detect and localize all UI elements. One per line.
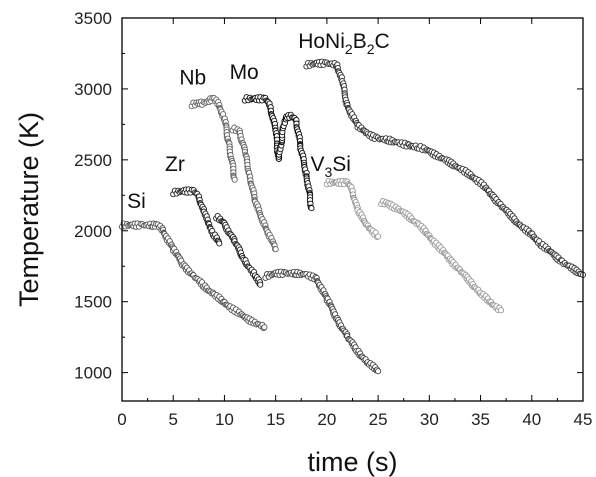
y-tick-label: 1500 bbox=[74, 293, 112, 312]
label-si: Si bbox=[127, 190, 146, 213]
label-honi2b2c: HoNi2B2C bbox=[298, 30, 389, 57]
x-tick-label: 30 bbox=[420, 410, 439, 429]
x-tick-label: 45 bbox=[574, 410, 593, 429]
y-tick-label: 1000 bbox=[74, 364, 112, 383]
label-part: B bbox=[353, 30, 367, 53]
series-3 bbox=[213, 212, 264, 288]
x-axis-ticks: 0 5 10 15 20 25 30 35 40 45 bbox=[117, 18, 592, 429]
series-8 bbox=[378, 198, 505, 314]
label-part: Zr bbox=[165, 153, 185, 176]
label-part: V bbox=[310, 153, 324, 176]
y-axis-ticks: 1000 1500 2000 2500 3000 3500 bbox=[74, 9, 583, 383]
series-7 bbox=[323, 177, 382, 241]
data-point bbox=[261, 324, 268, 331]
label-nb: Nb bbox=[179, 67, 206, 90]
data-point bbox=[257, 281, 264, 288]
series-0 bbox=[118, 220, 268, 332]
label-zr: Zr bbox=[165, 153, 185, 176]
data-marks bbox=[118, 58, 587, 375]
series-6 bbox=[241, 94, 315, 212]
series-2 bbox=[170, 186, 223, 247]
series-1 bbox=[262, 268, 382, 375]
series-5 bbox=[229, 124, 279, 253]
x-tick-label: 20 bbox=[317, 410, 336, 429]
y-tick-label: 2000 bbox=[74, 222, 112, 241]
label-part: Nb bbox=[179, 67, 206, 90]
data-point bbox=[216, 240, 223, 247]
label-part: 2 bbox=[345, 41, 353, 57]
x-tick-label: 15 bbox=[266, 410, 285, 429]
data-point bbox=[231, 176, 238, 183]
y-tick-label: 2500 bbox=[74, 151, 112, 170]
x-tick-label: 10 bbox=[215, 410, 234, 429]
data-point bbox=[375, 233, 382, 240]
y-axis-title: Temperature (K) bbox=[14, 112, 44, 307]
series-9 bbox=[303, 58, 587, 278]
label-part: Mo bbox=[230, 61, 259, 84]
label-part: HoNi bbox=[298, 30, 345, 53]
series-4 bbox=[188, 95, 238, 183]
label-mo: Mo bbox=[230, 61, 259, 84]
label-part: 2 bbox=[367, 41, 375, 57]
y-tick-label: 3500 bbox=[74, 9, 112, 28]
y-tick-label: 3000 bbox=[74, 80, 112, 99]
data-point bbox=[272, 246, 279, 253]
label-part: Si bbox=[332, 153, 351, 176]
data-point bbox=[497, 307, 505, 314]
x-tick-label: 5 bbox=[168, 410, 177, 429]
label-v3si: V3Si bbox=[310, 153, 351, 180]
data-point bbox=[308, 205, 315, 212]
x-tick-label: 0 bbox=[117, 410, 126, 429]
label-part: Si bbox=[127, 190, 146, 213]
x-tick-label: 40 bbox=[522, 410, 541, 429]
data-point bbox=[375, 368, 382, 375]
x-tick-label: 35 bbox=[471, 410, 490, 429]
label-part: 3 bbox=[325, 164, 333, 180]
x-tick-label: 25 bbox=[369, 410, 388, 429]
label-part: C bbox=[375, 30, 390, 53]
x-axis-title: time (s) bbox=[308, 447, 398, 477]
